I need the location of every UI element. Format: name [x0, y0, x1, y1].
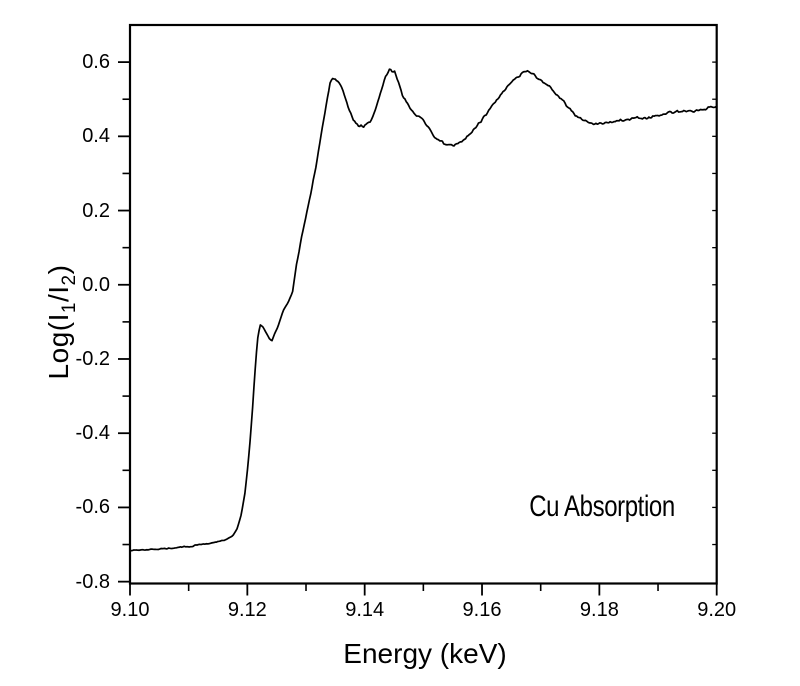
x-tick-label: 9.20: [697, 599, 737, 621]
y-tick-label: -0.8: [75, 570, 110, 593]
spectrum-curve: [129, 68, 718, 552]
y-tick-label: -0.2: [75, 347, 110, 370]
y-tick-label: 0.4: [82, 125, 110, 148]
y-tick-label: 0.0: [82, 273, 110, 296]
x-tick-label: 9.16: [462, 599, 502, 621]
x-tick-label: 9.14: [345, 599, 385, 621]
y-tick-label: -0.4: [75, 422, 110, 445]
annotation-cu-absorption: Cu Absorption: [529, 490, 675, 523]
x-tick-label: 9.12: [227, 599, 267, 621]
x-axis-title: Energy (keV): [343, 638, 507, 669]
y-tick-label: 0.2: [82, 199, 110, 222]
y-tick-label: -0.6: [75, 496, 110, 519]
y-axis-title-sub1: 1: [59, 302, 80, 314]
x-tick-label: 9.10: [110, 599, 150, 621]
y-tick-label: 0.6: [82, 51, 110, 74]
x-tick-label: 9.18: [579, 599, 619, 621]
